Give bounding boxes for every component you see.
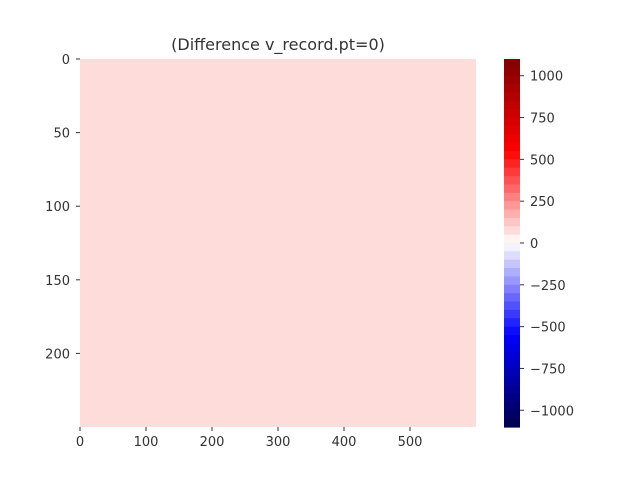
colorbar-band xyxy=(504,351,520,361)
colorbar-band xyxy=(504,117,520,127)
colorbar-band xyxy=(504,184,520,194)
colorbar-axis: 1000 750 500 250 0 −250 −500 −750 −1000 xyxy=(520,70,574,419)
colorbar-tick-label: 500 xyxy=(530,153,555,168)
colorbar-band xyxy=(504,109,520,119)
colorbar-band xyxy=(504,142,520,152)
y-tick-label: 0 xyxy=(62,53,70,68)
colorbar-band xyxy=(504,251,520,261)
colorbar-band xyxy=(504,276,520,286)
colorbar-tick-label: −1000 xyxy=(530,404,574,419)
colorbar-band xyxy=(504,318,520,328)
colorbar-tick-label: 250 xyxy=(530,195,555,210)
colorbar-band xyxy=(504,59,520,68)
colorbar-band xyxy=(504,418,520,428)
colorbar-tick-label: −500 xyxy=(530,321,566,336)
colorbar-band xyxy=(504,84,520,94)
colorbar-tick-label: 1000 xyxy=(530,70,563,85)
colorbar-band xyxy=(504,201,520,211)
colorbar-band xyxy=(504,243,520,252)
colorbar-band xyxy=(504,125,520,135)
colorbar-band xyxy=(504,393,520,403)
x-tick-label: 0 xyxy=(76,435,84,450)
colorbar-tick-label: −750 xyxy=(530,362,566,377)
colorbar-tick-label: 0 xyxy=(530,237,538,252)
colorbar-band xyxy=(504,360,520,370)
y-axis: 0 50 100 150 200 xyxy=(45,53,80,362)
colorbar-band xyxy=(504,176,520,186)
x-tick-label: 300 xyxy=(266,435,291,450)
x-tick-label: 200 xyxy=(200,435,225,450)
colorbar-band xyxy=(504,159,520,169)
colorbar-band xyxy=(504,134,520,144)
colorbar-band xyxy=(504,217,520,227)
colorbar-band xyxy=(504,75,520,85)
colorbar-band xyxy=(504,268,520,278)
colorbar-band xyxy=(504,335,520,344)
colorbar-tick-label: −250 xyxy=(530,279,566,294)
colorbar-band xyxy=(504,259,520,269)
colorbar-band xyxy=(504,293,520,303)
y-tick-label: 100 xyxy=(45,200,70,215)
colorbar-band xyxy=(504,309,520,319)
colorbar-band xyxy=(504,226,520,236)
colorbar-band xyxy=(504,385,520,395)
x-axis: 0 100 200 300 400 500 xyxy=(76,427,423,450)
colorbar-band xyxy=(504,100,520,110)
y-tick-label: 50 xyxy=(53,127,70,142)
x-tick-label: 100 xyxy=(134,435,159,450)
chart-title: (Difference v_record.pt=0) xyxy=(171,35,385,55)
colorbar-band xyxy=(504,234,520,244)
colorbar-band xyxy=(504,410,520,420)
colorbar-band xyxy=(504,92,520,102)
colorbar-tick-label: 750 xyxy=(530,112,555,127)
colorbar-band xyxy=(504,301,520,311)
colorbar-band xyxy=(504,151,520,160)
colorbar-band xyxy=(504,368,520,378)
y-tick-label: 150 xyxy=(45,274,70,289)
colorbar-band xyxy=(504,209,520,219)
colorbar-band xyxy=(504,192,520,202)
colorbar-band xyxy=(504,401,520,411)
colorbar xyxy=(504,59,520,428)
heatmap-cell xyxy=(80,59,476,427)
x-tick-label: 500 xyxy=(398,435,423,450)
colorbar-band xyxy=(504,284,520,294)
plot-area xyxy=(80,59,476,427)
colorbar-band xyxy=(504,167,520,177)
colorbar-band xyxy=(504,376,520,386)
colorbar-band xyxy=(504,343,520,353)
y-tick-label: 200 xyxy=(45,347,70,362)
x-tick-label: 400 xyxy=(332,435,357,450)
colorbar-band xyxy=(504,67,520,77)
colorbar-band xyxy=(504,326,520,336)
